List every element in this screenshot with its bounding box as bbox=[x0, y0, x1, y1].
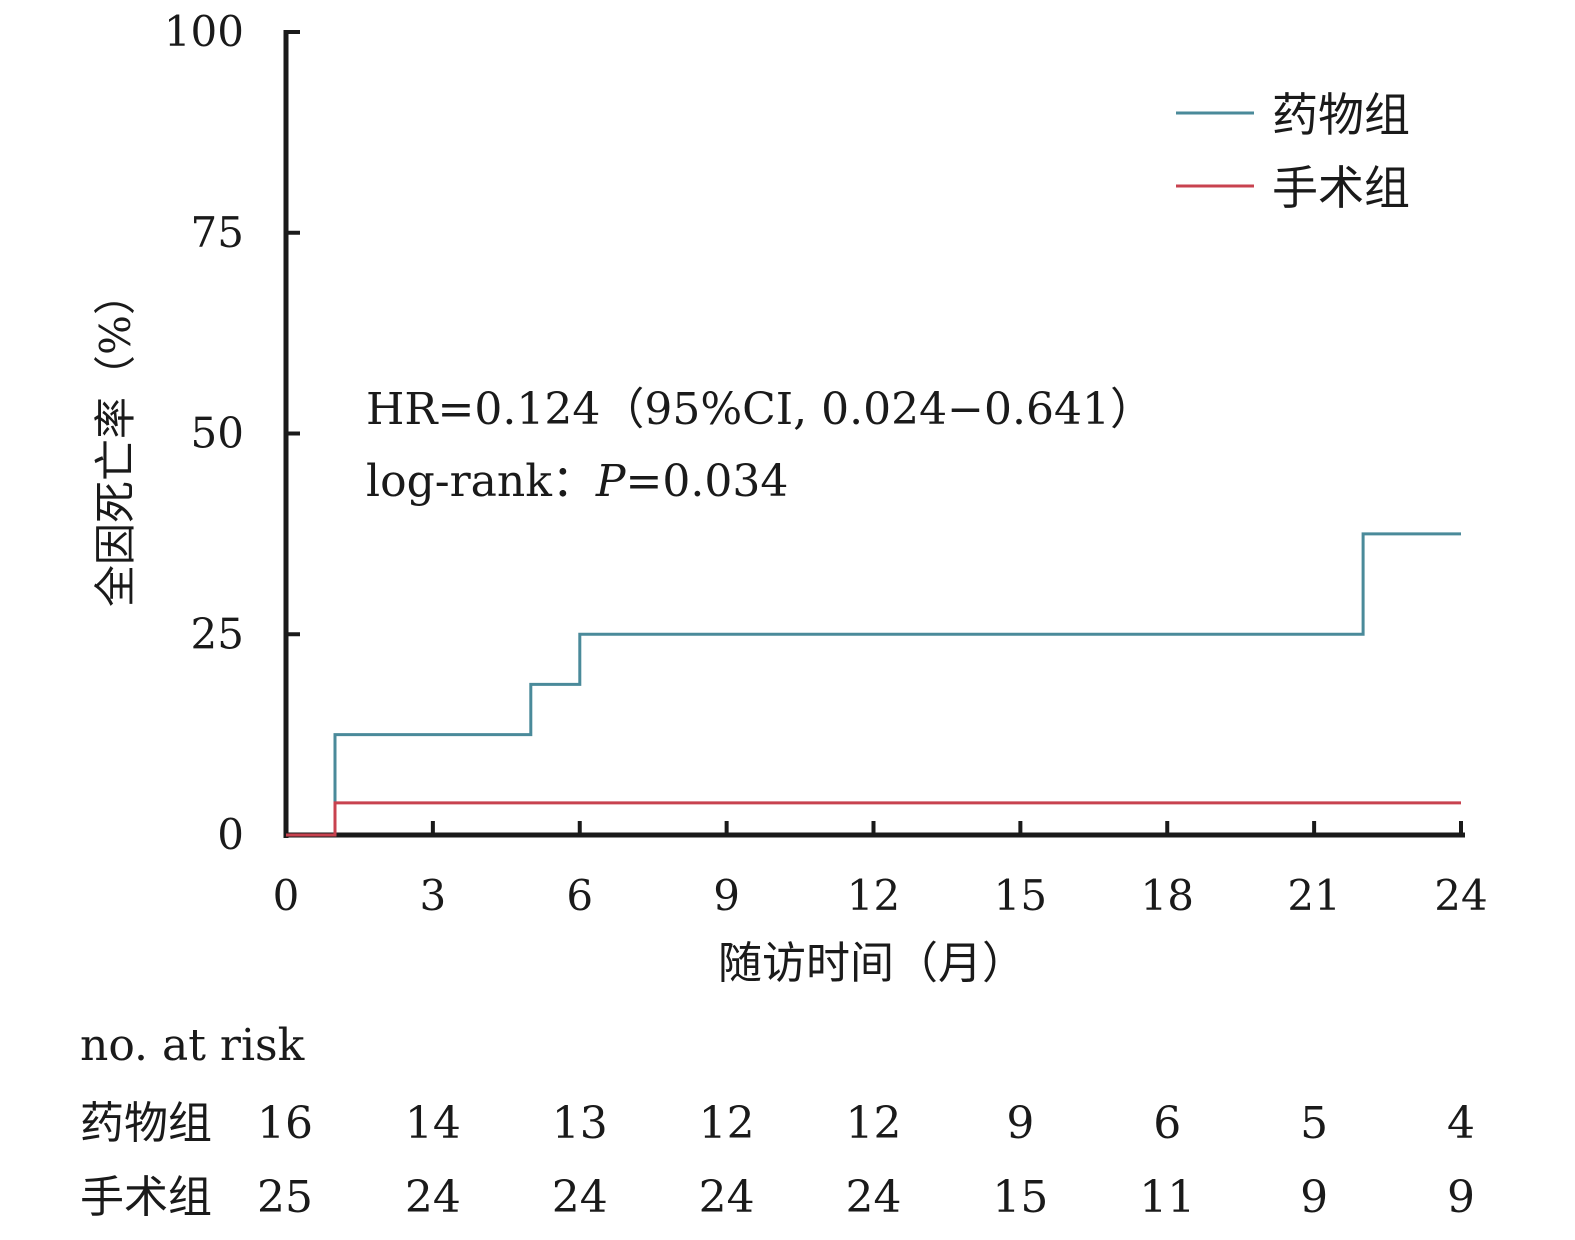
risk-table: 药物组 16 14 13 12 12 9 6 5 4 手术组 25 24 24 24 24 15 11 9 9 bbox=[80, 1098, 1475, 1223]
logrank-p-symbol: P bbox=[595, 456, 627, 507]
risk-cell: 15 bbox=[992, 1172, 1048, 1223]
series-line-0 bbox=[286, 532, 1461, 837]
x-ticks: 0 3 6 9 12 15 18 21 24 bbox=[273, 821, 1488, 920]
x-tick-label: 9 bbox=[713, 871, 740, 920]
y-tick-label: 100 bbox=[164, 7, 244, 56]
risk-cell: 12 bbox=[846, 1098, 902, 1149]
logrank-p-value: =0.034 bbox=[625, 456, 788, 507]
risk-cell: 13 bbox=[552, 1098, 608, 1149]
hr-annotation: HR=0.124（95%CI, 0.024−0.641） bbox=[366, 384, 1154, 435]
x-tick-label: 18 bbox=[1141, 871, 1194, 920]
y-tick-label: 25 bbox=[191, 609, 244, 658]
risk-cell: 12 bbox=[699, 1098, 755, 1149]
risk-cell: 24 bbox=[552, 1172, 608, 1223]
series-line-1 bbox=[286, 801, 1461, 837]
x-tick-label: 24 bbox=[1434, 871, 1487, 920]
risk-row-label: 手术组 bbox=[80, 1172, 212, 1223]
x-tick-label: 3 bbox=[420, 871, 447, 920]
x-tick-label: 15 bbox=[994, 871, 1047, 920]
series-layer bbox=[286, 532, 1461, 837]
risk-cell: 9 bbox=[1447, 1172, 1475, 1223]
risk-cell: 24 bbox=[405, 1172, 461, 1223]
y-ticks: 0 25 50 75 100 bbox=[164, 7, 300, 859]
y-tick-label: 50 bbox=[191, 409, 244, 458]
legend-label-surgery: 手术组 bbox=[1272, 161, 1410, 215]
risk-cell: 11 bbox=[1139, 1172, 1195, 1223]
y-tick-label: 75 bbox=[191, 208, 244, 257]
risk-cell: 24 bbox=[699, 1172, 755, 1223]
legend-label-drug: 药物组 bbox=[1272, 88, 1410, 142]
risk-cell: 14 bbox=[405, 1098, 461, 1149]
logrank-prefix: log-rank： bbox=[366, 456, 596, 507]
risk-table-title: no. at risk bbox=[80, 1020, 305, 1071]
y-tick-label: 0 bbox=[217, 810, 244, 859]
risk-cell: 5 bbox=[1300, 1098, 1328, 1149]
x-axis-title: 随访时间（月） bbox=[718, 938, 1026, 989]
risk-cell: 4 bbox=[1447, 1098, 1475, 1149]
x-tick-label: 0 bbox=[273, 871, 300, 920]
risk-cell: 9 bbox=[1300, 1172, 1328, 1223]
risk-cell: 25 bbox=[257, 1172, 313, 1223]
risk-cell: 6 bbox=[1153, 1098, 1181, 1149]
risk-row-label: 药物组 bbox=[80, 1098, 212, 1149]
y-axis-title: 全因死亡率（%） bbox=[91, 273, 140, 607]
logrank-annotation: log-rank：P=0.034 bbox=[366, 456, 788, 507]
x-tick-label: 6 bbox=[566, 871, 593, 920]
risk-cell: 24 bbox=[846, 1172, 902, 1223]
x-tick-label: 12 bbox=[847, 871, 900, 920]
risk-cell: 9 bbox=[1006, 1098, 1034, 1149]
x-tick-label: 21 bbox=[1287, 871, 1340, 920]
legend: 药物组 手术组 bbox=[1176, 88, 1410, 215]
risk-cell: 16 bbox=[257, 1098, 313, 1149]
